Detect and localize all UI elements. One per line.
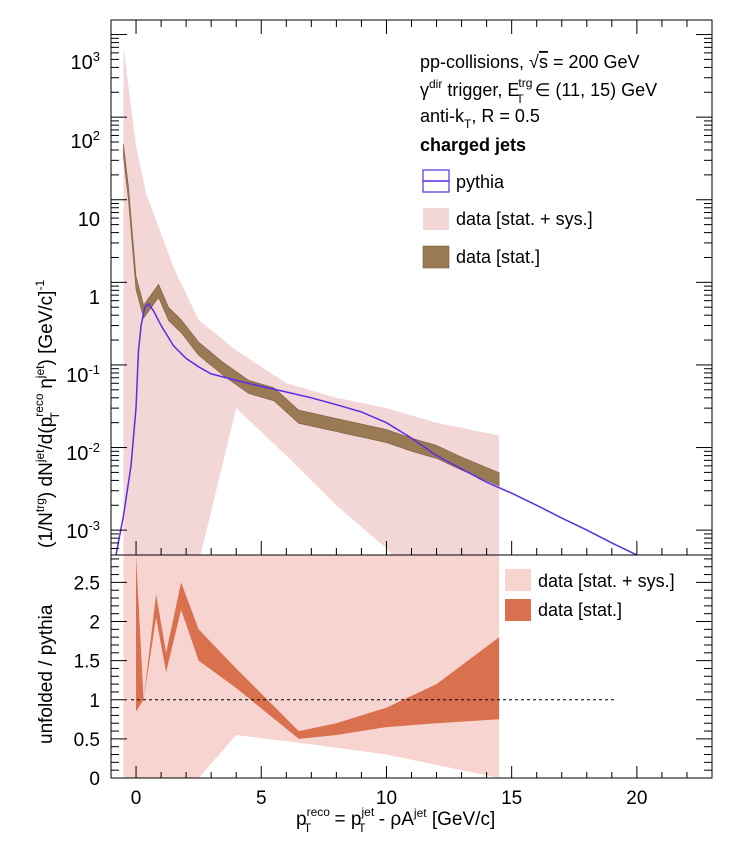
top-stat-band bbox=[123, 144, 500, 487]
bottom-y-tick-label: 2.5 bbox=[74, 573, 100, 594]
x-tick-label: 15 bbox=[501, 788, 522, 809]
ytick-label-1e2: 102 bbox=[71, 128, 100, 153]
ytick-label-1e-3: 10-3 bbox=[66, 518, 100, 543]
annotation-line-2: γdir trigger, Etrg T ∈ (11, 15) GeV bbox=[420, 76, 657, 106]
bottom-y-ticks bbox=[111, 558, 712, 779]
annotation-line-4: charged jets bbox=[420, 135, 526, 155]
top-sys-band bbox=[123, 47, 500, 555]
ytick-label-1e-2: 10-2 bbox=[66, 440, 100, 465]
bottom-panel: 0 5 10 15 20 0 0.5 1 1.5 2 2.5 data [stat. + sys.… bbox=[36, 554, 713, 835]
bottom-x-tick-labels: 0 5 10 15 20 bbox=[131, 788, 648, 809]
bottom-legend-label-stat: data [stat.] bbox=[538, 600, 622, 620]
pythia-line bbox=[115, 302, 638, 555]
top-x-ticks bbox=[110, 20, 713, 555]
legend-item-sys: data [stat. + sys.] bbox=[423, 208, 593, 230]
legend-label-sys: data [stat. + sys.] bbox=[456, 209, 593, 229]
bottom-legend-item-stat: data [stat.] bbox=[505, 599, 622, 621]
x-tick-label: 20 bbox=[626, 788, 647, 809]
top-y-tick-labels: 10-3 10-2 10-1 1 10 102 103 bbox=[66, 49, 100, 543]
top-panel: 10-3 10-2 10-1 1 10 102 103 pp-collision… bbox=[32, 19, 713, 556]
x-tick-label: 0 bbox=[131, 788, 142, 809]
top-legend: pythia data [stat. + sys.] data [stat.] bbox=[422, 169, 593, 269]
bottom-y-axis-label: unfolded / pythia bbox=[36, 604, 57, 744]
legend-label-stat: data [stat.] bbox=[456, 247, 540, 267]
bottom-x-ticks bbox=[110, 766, 713, 778]
legend-item-stat: data [stat.] bbox=[422, 245, 540, 269]
bottom-y-tick-label: 2 bbox=[89, 613, 100, 634]
ytick-label-1: 1 bbox=[89, 287, 100, 309]
ytick-label-1e-1: 10-1 bbox=[66, 362, 100, 387]
bottom-y-tick-label: 1.5 bbox=[74, 652, 100, 673]
x-tick-label: 10 bbox=[376, 788, 397, 809]
ytick-label-10: 10 bbox=[78, 209, 100, 231]
top-y-axis-label: (1/Ntrg) dNjet/d(preco T ηjet) [GeV/c]-1 bbox=[32, 280, 62, 548]
legend-label-pythia: pythia bbox=[456, 172, 505, 192]
bottom-legend-label-sys: data [stat. + sys.] bbox=[538, 571, 675, 591]
bottom-y-tick-label: 1 bbox=[89, 691, 100, 712]
bottom-legend: data [stat. + sys.] data [stat.] bbox=[505, 569, 675, 621]
annotation-block: pp-collisions, √s = 200 GeV γdir trigger… bbox=[420, 52, 657, 155]
bottom-legend-item-sys: data [stat. + sys.] bbox=[505, 569, 675, 591]
bottom-stat-band bbox=[136, 555, 500, 739]
annotation-line-3: anti-kT, R = 0.5 bbox=[420, 106, 540, 131]
ytick-label-1e3: 103 bbox=[71, 49, 100, 74]
top-y-ticks bbox=[111, 34, 712, 556]
bottom-y-tick-label: 0.5 bbox=[74, 730, 100, 751]
x-tick-label: 5 bbox=[256, 788, 267, 809]
bottom-y-tick-label: 0 bbox=[89, 769, 100, 790]
x-axis-label: preco T = pjet T - ρAjet [GeV/c] bbox=[296, 805, 495, 835]
annotation-line-1: pp-collisions, √s = 200 GeV bbox=[420, 52, 640, 72]
legend-item-pythia: pythia bbox=[422, 169, 505, 193]
bottom-y-tick-labels: 0 0.5 1 1.5 2 2.5 bbox=[74, 573, 100, 790]
